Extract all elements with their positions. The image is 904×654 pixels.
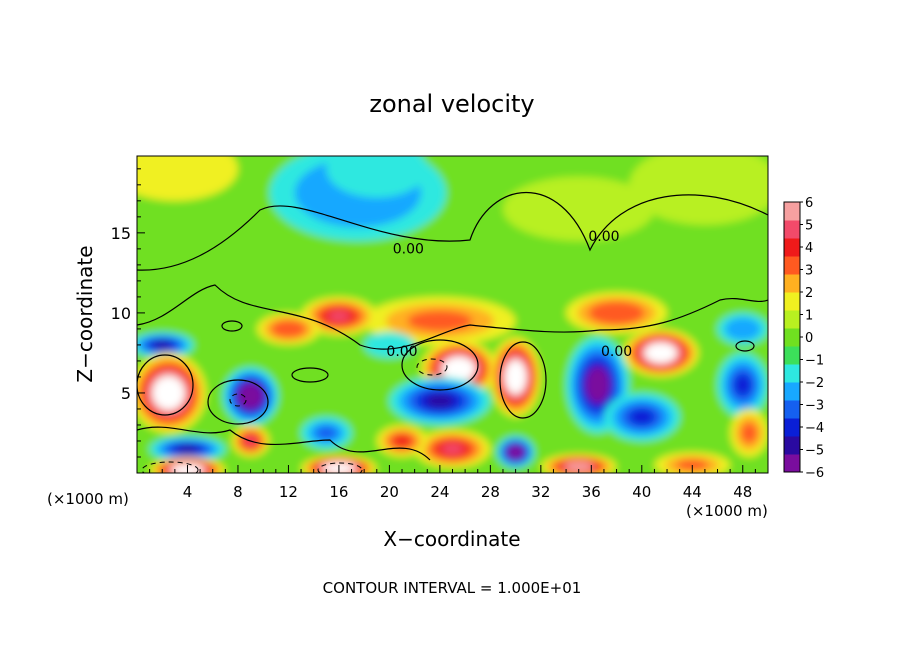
- field-contour-fill: [315, 426, 338, 440]
- colorbar-tick-label: 0: [805, 331, 813, 346]
- contour-label: 0.00: [386, 344, 417, 360]
- colorbar-tick-label: 2: [805, 286, 813, 301]
- field-contour-fill: [569, 463, 588, 470]
- colorbar-swatch: [784, 202, 800, 221]
- field-contour-fill: [511, 448, 520, 456]
- field-contour-fill: [245, 390, 257, 402]
- field-contour-fill: [137, 156, 213, 189]
- field-contour-fill: [177, 445, 198, 453]
- x-tick-label: 4: [183, 483, 193, 501]
- x-axis-label: X−coordinate: [383, 527, 520, 551]
- colorbar-tick-label: 4: [805, 241, 813, 256]
- zero-contour-lower: [137, 426, 431, 461]
- field-contour-fill: [161, 385, 176, 401]
- field-contour-fill: [407, 310, 473, 332]
- chart-title: zonal velocity: [369, 90, 534, 118]
- negative-contours: [141, 358, 448, 473]
- colorbar-tick-label: −6: [805, 466, 824, 481]
- colorbar-swatch: [784, 364, 800, 383]
- zero-contour-loop: [291, 367, 329, 383]
- colorbar-swatch: [784, 454, 800, 473]
- field-contour-fill: [629, 408, 655, 425]
- colorbar-swatch: [784, 382, 800, 401]
- colorbar-swatch: [784, 256, 800, 275]
- field-contour-fill: [153, 341, 171, 349]
- colorbar-tick-label: 5: [805, 219, 813, 234]
- colorbar-tick-label: −5: [805, 444, 824, 459]
- field-contour-fill: [599, 305, 634, 320]
- y-axis: 5 10 15: [111, 168, 145, 458]
- colorbar-swatch: [784, 418, 800, 437]
- colorbar-swatch: [784, 220, 800, 239]
- contour-label: 0.00: [601, 344, 632, 360]
- velocity-field: [137, 156, 768, 473]
- zero-contour-loop: [401, 339, 479, 391]
- field-contour-fill: [740, 422, 758, 444]
- colorbar: 6 5 4 3 2 1 0 −1 −2 −3 −4 −5 −6: [783, 196, 824, 481]
- zero-contour-loop: [499, 341, 547, 419]
- plot-area: 0.00 0.00 0.00 0.00: [136, 155, 769, 474]
- colorbar-tick-label: 3: [805, 264, 813, 279]
- colorbar-swatch: [784, 274, 800, 293]
- zero-contour-upper: [137, 192, 768, 271]
- contour-lines: [137, 192, 768, 461]
- colorbar-tick-label: −4: [805, 421, 824, 436]
- field-contour-fill: [590, 373, 605, 397]
- zero-contour-middle: [137, 284, 768, 350]
- y-tick-label: 10: [111, 304, 131, 323]
- colorbar-swatch: [784, 238, 800, 257]
- x-tick-label: 48: [733, 483, 752, 501]
- zero-contour-loop: [137, 354, 194, 416]
- y-axis-label: Z−coordinate: [73, 245, 97, 382]
- x-unit-left: (×1000 m): [47, 490, 129, 508]
- colorbar-tick-label: −3: [805, 399, 824, 414]
- colorbar-swatch: [784, 292, 800, 311]
- colorbar-swatch: [784, 400, 800, 419]
- contour-label: 0.00: [393, 242, 424, 258]
- x-tick-label: 20: [380, 483, 399, 501]
- contour-label-group: 0.00 0.00 0.00 0.00: [386, 229, 632, 360]
- colorbar-tick-label: 6: [805, 196, 813, 211]
- x-unit-right: (×1000 m): [686, 502, 768, 520]
- colorbar-tick-label: −1: [805, 354, 824, 369]
- colorbar-tick-label: −2: [805, 376, 824, 391]
- contour-label: 0.00: [588, 229, 619, 245]
- x-tick-label: 28: [481, 483, 500, 501]
- field-contour-fill: [734, 374, 752, 396]
- x-tick-label: 36: [582, 483, 601, 501]
- field-contour-fill: [654, 348, 668, 358]
- x-axis: 4 8 12 16 20 24 28 32 36 40 44 48: [149, 465, 756, 501]
- y-tick-label: 15: [111, 224, 131, 243]
- field-contour-fill: [277, 323, 299, 335]
- contour-interval-footer: CONTOUR INTERVAL = 1.000E+01: [323, 579, 582, 597]
- x-tick-label: 12: [279, 483, 298, 501]
- y-tick-label: 5: [121, 384, 131, 403]
- field-contour-fill: [511, 369, 521, 385]
- x-tick-label: 40: [632, 483, 651, 501]
- field-contour-fill: [629, 156, 768, 225]
- x-tick-label: 32: [531, 483, 550, 501]
- field-contour-fill: [393, 435, 411, 447]
- field-contour-fill: [442, 443, 463, 455]
- colorbar-swatch: [784, 346, 800, 365]
- zero-contour-loop: [207, 379, 269, 425]
- zero-contour-loop: [221, 320, 243, 332]
- zero-contour-loop: [735, 340, 755, 352]
- x-tick-label: 16: [329, 483, 348, 501]
- field-contour-fill: [502, 176, 655, 241]
- field-contour-fill: [328, 310, 350, 322]
- x-tick-label: 24: [430, 483, 449, 501]
- x-tick-label: 8: [233, 483, 243, 501]
- colorbar-swatch: [784, 310, 800, 329]
- field-contour-fill: [346, 156, 408, 187]
- field-contour-fill: [452, 363, 466, 375]
- field-contour-fill: [426, 394, 454, 408]
- field-contour-fill: [731, 322, 754, 336]
- colorbar-swatch: [784, 328, 800, 347]
- x-tick-label: 44: [683, 483, 702, 501]
- field-contour-fill: [676, 459, 709, 471]
- colorbar-tick-label: 1: [805, 309, 813, 324]
- colorbar-swatch: [784, 436, 800, 455]
